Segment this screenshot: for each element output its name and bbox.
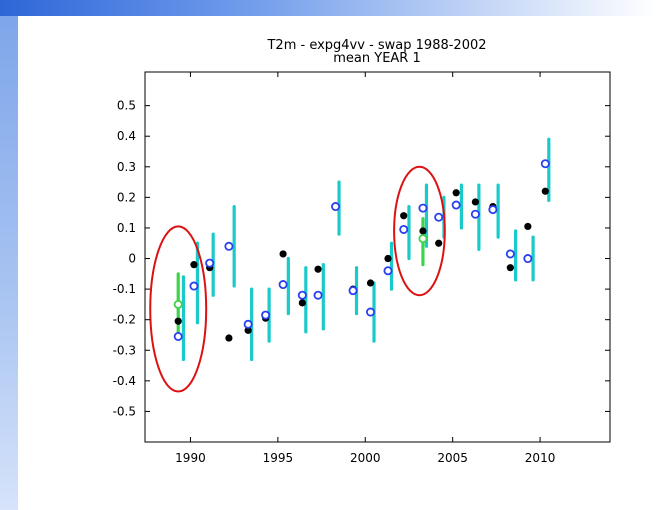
highlight-ellipse-1: [393, 165, 446, 297]
y-tick-label-10: 0.5: [117, 99, 136, 113]
x-tick-label-3: 2005: [437, 451, 468, 465]
chart-title: T2m - expg4vv - swap 1988-2002: [266, 38, 486, 53]
y-tick-label-7: 0.2: [117, 190, 136, 204]
black-point-15: [435, 239, 443, 247]
black-point-3: [225, 334, 233, 342]
blue-point-15: [434, 212, 444, 222]
blue-point-18: [488, 205, 498, 215]
y-tick-label-5: 0: [128, 252, 136, 266]
y-tick-label-4: -0.1: [113, 282, 136, 296]
y-tick-label-3: -0.2: [113, 313, 136, 327]
y-tick-label-8: 0.3: [117, 160, 136, 174]
blue-point-2: [205, 258, 215, 268]
blue-point-4: [243, 319, 253, 329]
green-point-1: [418, 234, 428, 244]
black-point-20: [524, 222, 532, 231]
black-point-13: [400, 212, 408, 220]
blue-point-19: [505, 249, 515, 259]
black-point-17: [471, 198, 479, 206]
black-point-21: [541, 187, 549, 195]
green-point-0: [173, 299, 183, 309]
x-tick-label-0: 1990: [175, 451, 206, 465]
black-point-14: [419, 227, 427, 235]
blue-point-3: [224, 241, 234, 251]
range-bars-layer: [176, 137, 551, 362]
x-tick-label-4: 2010: [525, 451, 556, 465]
black-point-19: [506, 264, 514, 272]
black-point-4: [244, 326, 252, 334]
black-point-7: [298, 299, 306, 307]
highlight-ellipse-0: [149, 225, 208, 393]
blue-point-1: [189, 281, 199, 291]
blue-point-0: [173, 332, 183, 342]
blue-point-21: [540, 159, 550, 169]
black-point-11: [366, 279, 375, 287]
plot-frame: [144, 71, 611, 443]
black-point-8: [314, 265, 322, 273]
x-tick-label-1: 1995: [263, 451, 294, 465]
blue-point-6: [278, 280, 288, 290]
y-tick-label-0: -0.5: [113, 404, 136, 418]
y-tick-label-6: 0.1: [117, 221, 136, 235]
blue-point-17: [470, 209, 480, 219]
blue-point-16: [451, 200, 461, 210]
y-tick-label-9: 0.4: [117, 129, 136, 143]
black-point-1: [190, 261, 198, 269]
y-tick-label-2: -0.3: [113, 343, 136, 357]
x-tick-label-2: 2000: [350, 451, 381, 465]
black-point-16: [452, 189, 460, 197]
slide-top-band: [0, 0, 656, 16]
y-tick-label-1: -0.4: [113, 374, 136, 388]
blue-point-8: [313, 290, 323, 300]
blue-point-11: [366, 307, 376, 317]
data-points-layer: [173, 159, 550, 342]
highlight-ellipses-layer: [149, 165, 446, 393]
axes-layer: -0.5 -0.4 -0.3 -0.2 -0.1 0 0.1 0.2 0.3 0.4 0.5 1990…: [113, 72, 610, 465]
black-point-6: [279, 250, 287, 258]
blue-point-5: [261, 310, 271, 320]
blue-point-9: [331, 202, 341, 212]
blue-point-20: [523, 254, 533, 264]
black-point-0: [174, 317, 182, 325]
chart-subtitle: mean YEAR 1: [333, 51, 420, 66]
blue-point-13: [399, 224, 409, 234]
blue-point-7: [297, 290, 307, 300]
blue-point-12: [383, 266, 393, 276]
black-point-12: [384, 254, 392, 263]
blue-point-10: [348, 286, 358, 296]
blue-point-14: [418, 203, 428, 213]
slide-left-band: [0, 16, 18, 510]
